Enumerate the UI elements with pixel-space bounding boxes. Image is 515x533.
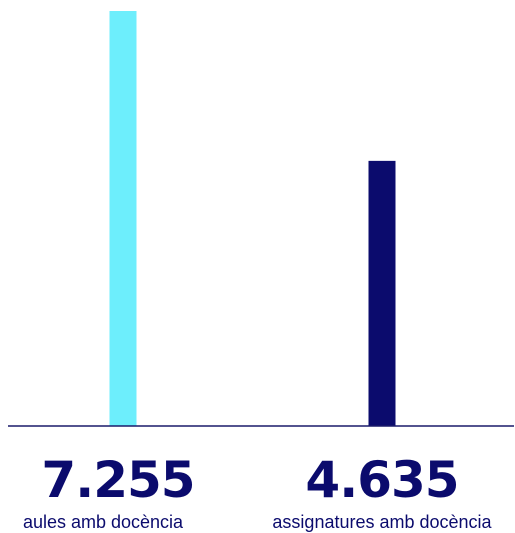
category-label-aules: aules amb docència (23, 512, 184, 532)
category-label-assignatures: assignatures amb docència (272, 512, 492, 532)
bar-aules (109, 11, 137, 426)
bar-assignatures (368, 160, 396, 426)
bars-group (109, 11, 396, 426)
value-label-aules: 7.255 (41, 451, 194, 509)
value-label-assignatures: 4.635 (305, 451, 458, 509)
